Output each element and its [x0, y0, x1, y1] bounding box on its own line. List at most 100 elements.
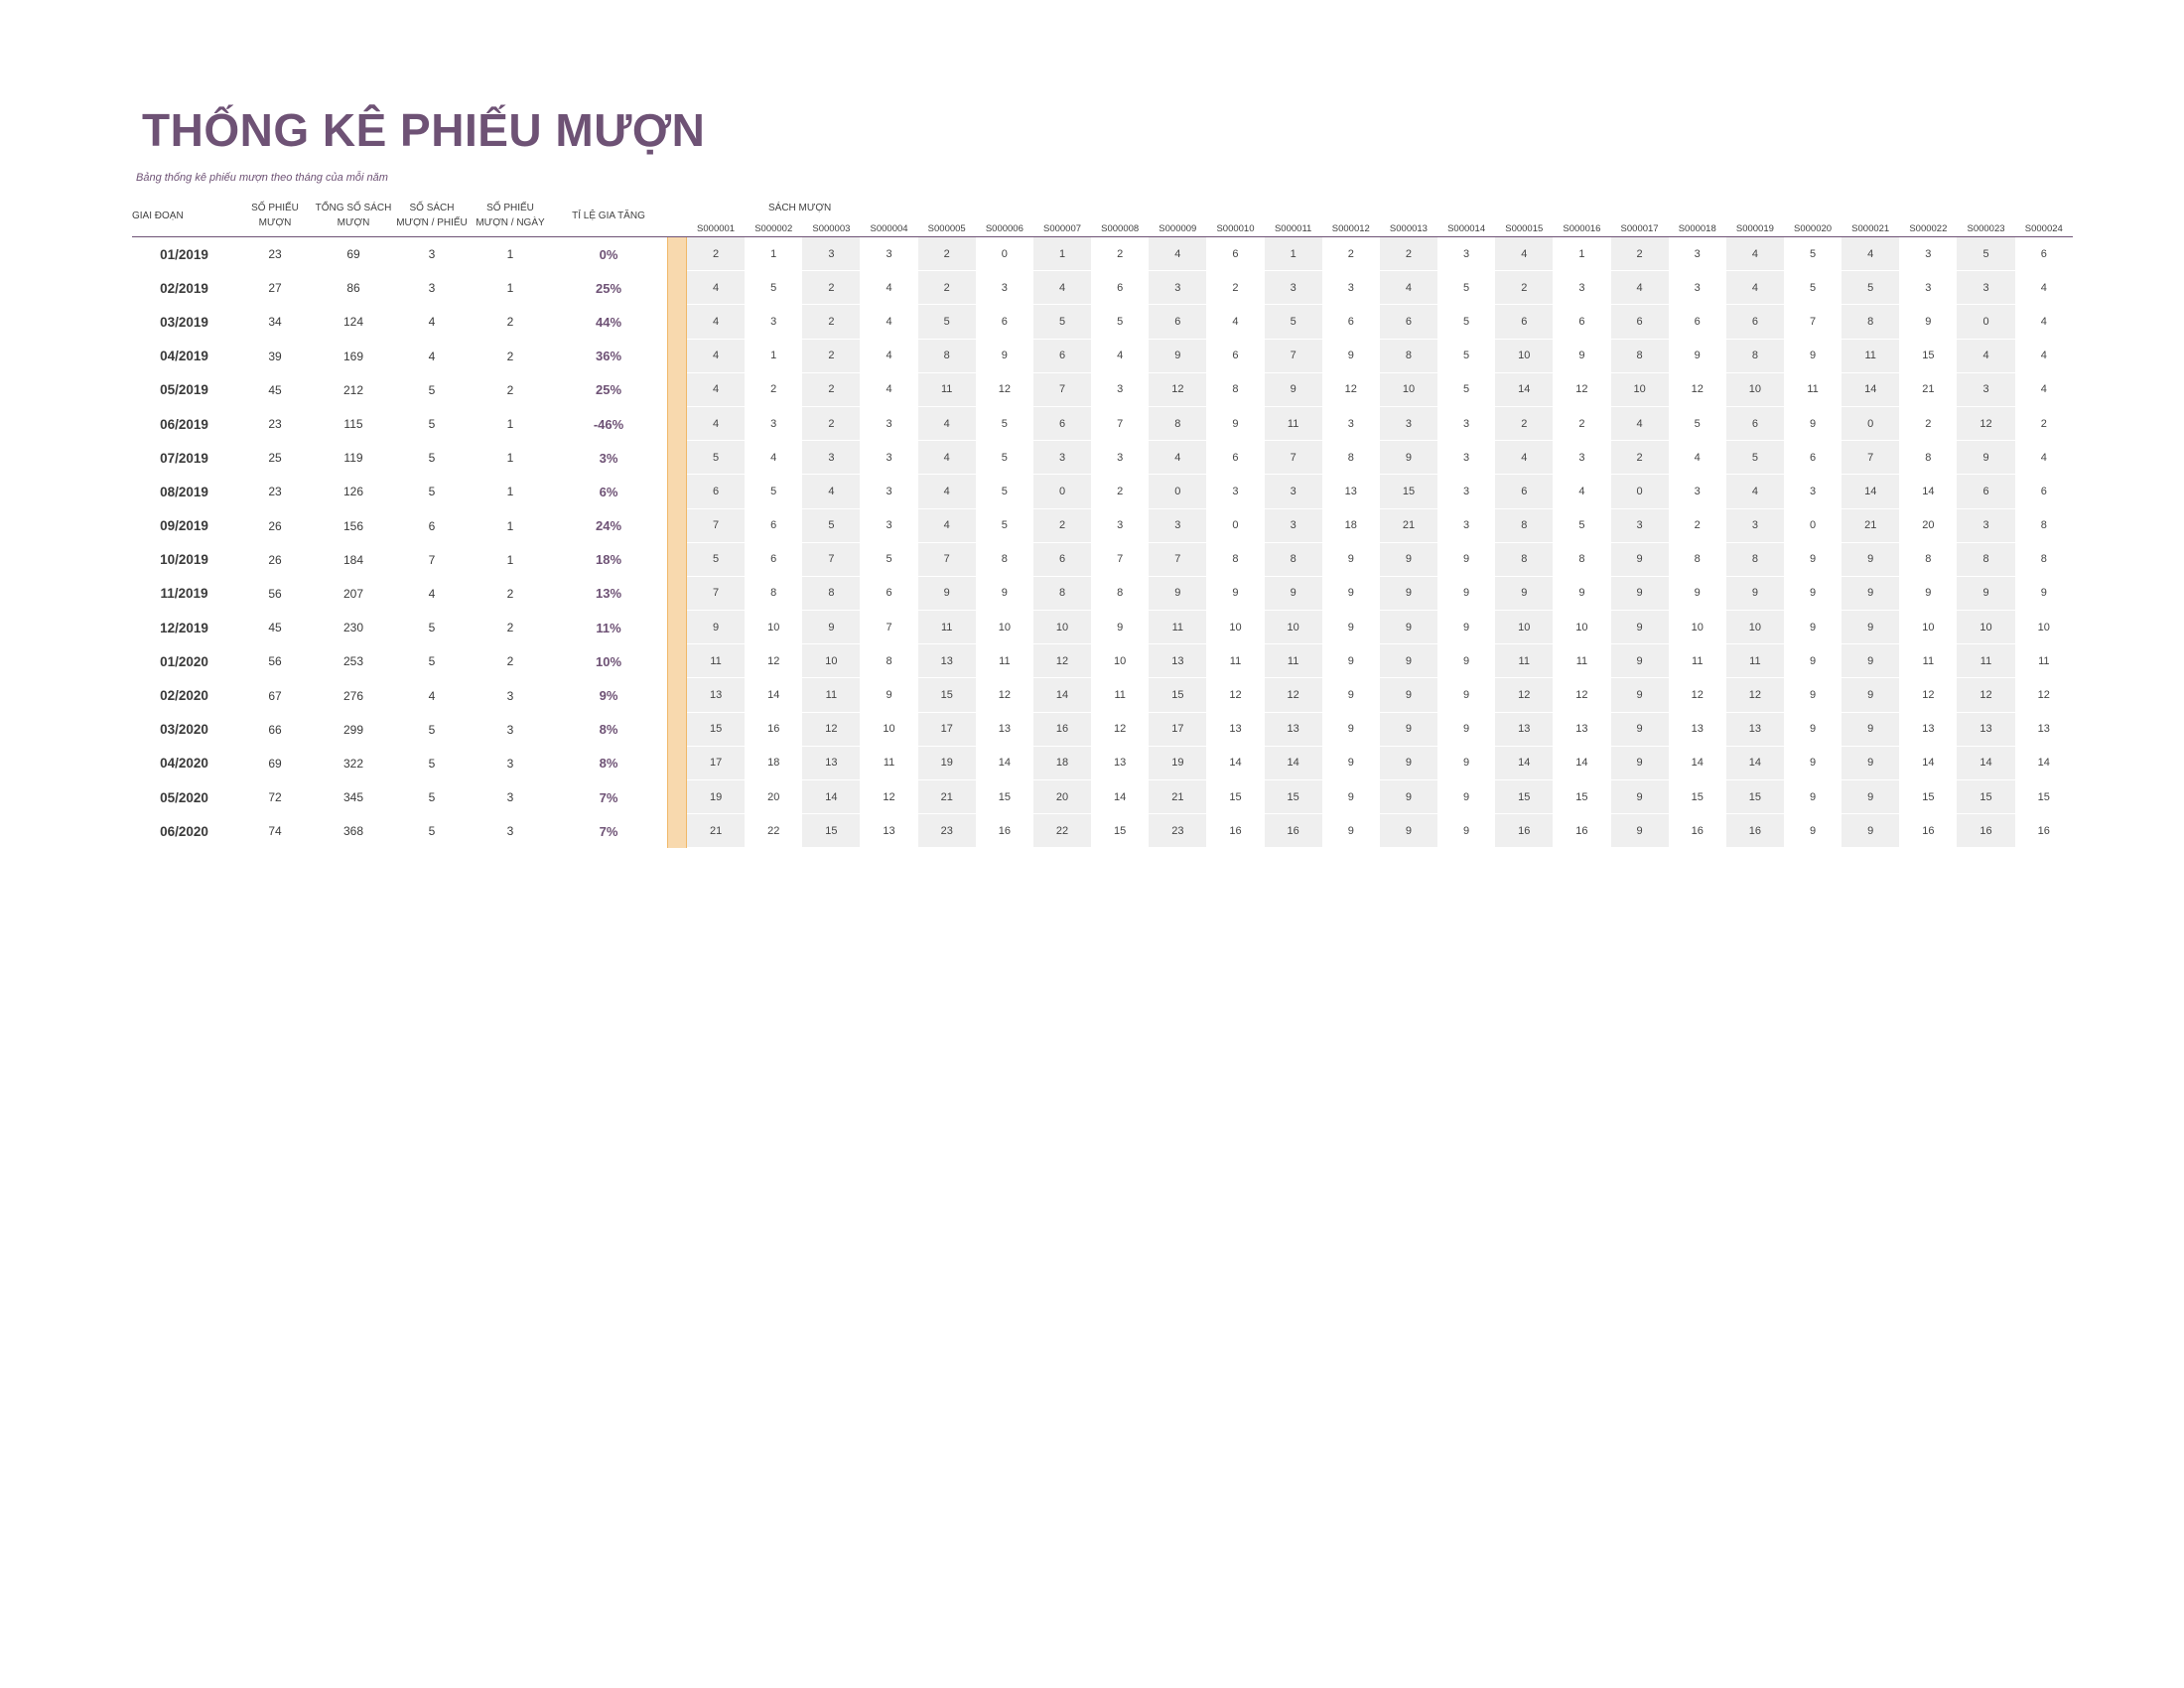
loans-per-day-cell: 1: [506, 451, 514, 466]
book-count-cell: 15: [2014, 780, 2073, 815]
book-count-cell: 5: [1783, 271, 1843, 306]
loans-per-day-cell: 3: [506, 824, 514, 839]
book-count-cell: 6: [2014, 237, 2073, 272]
table-row: 10/2019 26 184 7 1 18% 5 6 7 5 7 8 6 7 7 8 8 9 9 9 8 8 9 8 8 9 9 8 8…: [132, 542, 2073, 577]
book-count-cell: 17: [1149, 712, 1207, 747]
separator-bar: [667, 712, 687, 747]
separator-bar: [667, 339, 687, 373]
growth-rate-cell: 3%: [599, 450, 618, 466]
loans-per-day-cell: 1: [506, 552, 514, 567]
header-book-id: S000010: [1206, 220, 1265, 237]
separator-bar: [667, 644, 687, 679]
header-book-id: S000002: [745, 220, 803, 237]
book-count-cell: 6: [2014, 475, 2073, 509]
book-count-cell: 8: [1957, 542, 2015, 577]
total-books-cell: 207: [342, 586, 364, 601]
book-count-cell: 8: [975, 543, 1033, 577]
book-count-cell: 10: [2014, 611, 2073, 645]
books-per-loan-cell: 4: [428, 349, 436, 363]
header-period: GIAI ĐOẠN: [132, 195, 236, 237]
book-count-cell: 8: [860, 644, 918, 679]
book-count-cell: 3: [860, 441, 918, 476]
book-count-cell: 9: [1321, 577, 1380, 612]
books-per-loan-cell: 4: [428, 586, 436, 601]
book-count-cell: 5: [1437, 271, 1496, 306]
book-count-cell: 12: [1149, 372, 1207, 407]
book-count-cell: 3: [1091, 441, 1150, 476]
book-count-cell: 9: [1725, 576, 1784, 612]
book-count-cell: 7: [1091, 543, 1150, 577]
book-count-cell: 11: [1206, 644, 1265, 679]
book-count-cell: 2: [802, 406, 861, 442]
books-per-loan-cell: 6: [428, 518, 436, 533]
book-count-cell: 8: [1264, 542, 1322, 577]
book-count-cell: 10: [1264, 611, 1322, 645]
book-count-cell: 13: [1899, 713, 1958, 747]
book-count-cell: 21: [1379, 508, 1438, 543]
books-per-loan-cell: 5: [428, 654, 436, 669]
separator-bar: [667, 611, 687, 645]
table-row: 01/2020 56 253 5 2 10% 11 12 10 8 13 11 12 10 13 11 11 9 9…: [132, 644, 2073, 679]
book-count-cell: 12: [1553, 373, 1611, 407]
book-count-cell: 4: [1495, 237, 1554, 272]
book-count-cell: 7: [1264, 339, 1322, 373]
book-count-cell: 15: [1149, 678, 1207, 713]
book-count-cell: 4: [2014, 340, 2073, 373]
book-count-cell: 8: [745, 577, 803, 612]
book-count-cell: 2: [917, 271, 976, 306]
table-body: 01/2019 23 69 3 1 0% 2 1 3 3 2 0 1 2 4 6 1 2 2 3 4 1 2 3 4 5 4 3 5 6 0…: [132, 237, 2073, 849]
book-count-cell: 3: [1668, 475, 1726, 509]
book-count-cell: 15: [1264, 780, 1322, 815]
total-books-cell: 86: [346, 281, 360, 296]
book-count-cell: 2: [1668, 509, 1726, 543]
book-count-cell: 4: [1032, 271, 1092, 306]
book-count-cell: 9: [1783, 543, 1843, 577]
book-count-cell: 11: [1553, 644, 1611, 679]
book-count-cell: 12: [1321, 373, 1380, 407]
book-count-cell: 16: [1957, 814, 2015, 849]
book-count-cell: 14: [1668, 747, 1726, 780]
book-count-cell: 4: [1149, 441, 1207, 476]
total-books-cell: 345: [342, 790, 364, 805]
book-count-cell: 12: [2014, 678, 2073, 713]
book-count-cell: 9: [1610, 611, 1669, 645]
book-count-cell: 5: [1725, 441, 1784, 476]
book-count-cell: 21: [917, 780, 976, 815]
loans-per-day-cell: 2: [506, 586, 514, 601]
book-count-cell: 13: [1495, 712, 1554, 747]
book-count-cell: 10: [1957, 611, 2015, 645]
book-count-cell: 8: [1553, 543, 1611, 577]
table-row: 09/2019 26 156 6 1 24% 7 6 5 3 4 5 2 3 3 0 3 18 21 3 8 5 3 2 3 0 2…: [132, 508, 2073, 543]
book-count-cell: 11: [1957, 644, 2015, 679]
book-count-cell: 9: [1783, 678, 1843, 713]
loans-cell: 56: [268, 586, 282, 601]
book-count-cell: 5: [975, 509, 1033, 543]
header-book-id: S000008: [1091, 220, 1150, 237]
book-count-cell: 18: [1032, 746, 1092, 780]
period-cell: 03/2020: [160, 722, 208, 738]
book-count-cell: 23: [917, 814, 976, 849]
book-count-cell: 14: [802, 780, 861, 815]
book-count-cell: 5: [745, 271, 803, 306]
book-count-cell: 16: [1899, 814, 1958, 849]
book-count-cell: 1: [1264, 237, 1322, 272]
book-count-cell: 3: [860, 407, 918, 442]
book-count-cell: 15: [687, 712, 746, 747]
book-count-cell: 3: [802, 441, 861, 476]
book-count-cell: 2: [802, 339, 861, 373]
loans-cell: 69: [268, 756, 282, 771]
book-count-cell: 6: [745, 543, 803, 577]
book-count-cell: 9: [1206, 407, 1265, 442]
book-count-cell: 13: [975, 713, 1033, 747]
book-count-cell: 6: [1206, 441, 1265, 476]
book-count-cell: 14: [975, 747, 1033, 780]
book-count-cell: 14: [1032, 678, 1092, 713]
book-count-cell: 13: [2014, 713, 2073, 747]
header-book-id: S000001: [687, 220, 746, 237]
table-row: 11/2019 56 207 4 2 13% 7 8 8 6 9 9 8 8 9 9 9 9 9 9 9 9 9 9 9 9 9 9 9…: [132, 576, 2073, 612]
book-count-cell: 4: [1206, 305, 1265, 340]
books-per-loan-cell: 3: [428, 281, 436, 296]
book-count-cell: 4: [1842, 237, 1900, 272]
book-count-cell: 3: [1899, 237, 1958, 272]
book-count-cell: 0: [1149, 475, 1207, 509]
